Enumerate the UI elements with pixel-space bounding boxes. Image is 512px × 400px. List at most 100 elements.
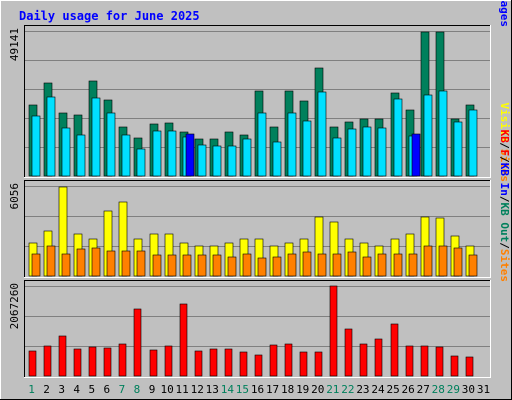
bar-sites-day-14 bbox=[227, 256, 237, 277]
bar-kb-f-day-8 bbox=[133, 308, 142, 377]
bar-files-day-1 bbox=[31, 115, 41, 177]
x-tick-label-day-27: 27 bbox=[417, 383, 430, 396]
bar-sites-day-1 bbox=[31, 253, 41, 277]
x-tick-label-day-17: 17 bbox=[266, 383, 279, 396]
bar-kb-f-day-1 bbox=[28, 350, 37, 377]
y-max-label-kbytes: 2067260 bbox=[8, 283, 21, 329]
bar-sites-day-25 bbox=[393, 253, 403, 277]
bar-kb-f-day-30 bbox=[465, 356, 474, 377]
bar-sites-day-7 bbox=[121, 250, 131, 277]
bar-files-day-4 bbox=[76, 134, 86, 177]
bar-kb-f-day-11 bbox=[179, 303, 188, 377]
bar-sites-day-9 bbox=[152, 254, 162, 277]
x-tick-label-day-10: 10 bbox=[160, 383, 173, 396]
bar-files-day-24 bbox=[377, 127, 387, 177]
bar-kb-f-day-5 bbox=[88, 346, 97, 377]
x-tick-label-day-8: 8 bbox=[134, 383, 141, 396]
bar-files-day-22 bbox=[347, 128, 357, 177]
x-tick-label-day-11: 11 bbox=[176, 383, 189, 396]
bar-sites-day-19 bbox=[302, 251, 312, 277]
x-tick-label-day-9: 9 bbox=[149, 383, 156, 396]
bar-sites-day-18 bbox=[287, 253, 297, 277]
bar-sites-day-28 bbox=[438, 245, 448, 277]
bar-files-day-27 bbox=[423, 94, 433, 177]
bar-files-day-20 bbox=[317, 91, 327, 177]
chart-panels: 49141Hits/Files/Pages6056Visits/Sites206… bbox=[8, 0, 511, 378]
bar-files-day-12 bbox=[197, 144, 207, 177]
bar-kb-f-day-22 bbox=[344, 328, 353, 377]
bar-sites-day-22 bbox=[347, 251, 357, 277]
bar-files-day-29 bbox=[453, 121, 463, 177]
bar-files-day-25 bbox=[393, 98, 403, 177]
x-tick-label-day-24: 24 bbox=[371, 383, 385, 396]
x-tick-label-day-2: 2 bbox=[43, 383, 50, 396]
legend-part: Visits bbox=[498, 103, 511, 143]
x-tick-label-day-3: 3 bbox=[58, 383, 65, 396]
bar-kb-f-day-9 bbox=[149, 349, 158, 377]
bar-sites-day-4 bbox=[76, 248, 86, 277]
bar-sites-day-24 bbox=[377, 253, 387, 277]
bar-kb-f-day-10 bbox=[164, 345, 173, 377]
bar-kb-f-day-12 bbox=[194, 350, 203, 377]
bar-kb-f-day-18 bbox=[284, 343, 293, 377]
bar-files-day-23 bbox=[362, 126, 372, 177]
x-tick-label-day-14: 14 bbox=[221, 383, 235, 396]
chart-title: Daily usage for June 2025 bbox=[19, 9, 200, 23]
bar-kb-f-day-16 bbox=[254, 354, 263, 377]
bar-files-day-14 bbox=[227, 145, 237, 177]
x-tick-label-day-4: 4 bbox=[73, 383, 80, 396]
bar-sites-day-8 bbox=[136, 250, 146, 277]
bar-files-day-13 bbox=[212, 145, 222, 177]
bar-sites-day-5 bbox=[91, 247, 101, 277]
x-tick-label-day-28: 28 bbox=[432, 383, 445, 396]
bar-kb-f-day-14 bbox=[224, 348, 233, 377]
legend-part: / bbox=[498, 196, 511, 203]
legend-part: KB Out bbox=[498, 203, 511, 243]
legend-part: / bbox=[498, 142, 511, 149]
bar-sites-day-30 bbox=[468, 254, 478, 277]
x-tick-label-day-16: 16 bbox=[251, 383, 264, 396]
legend-part: / bbox=[498, 156, 511, 163]
legend-part: Sites bbox=[498, 149, 511, 182]
x-tick-label-day-31: 31 bbox=[477, 383, 490, 396]
x-tick-label-day-23: 23 bbox=[356, 383, 369, 396]
bar-sites-day-23 bbox=[362, 256, 372, 277]
bar-files-day-2 bbox=[46, 96, 56, 177]
bar-sites-day-2 bbox=[46, 245, 56, 277]
bar-files-day-21 bbox=[332, 137, 342, 177]
x-tick-label-day-5: 5 bbox=[88, 383, 95, 396]
x-tick-label-day-1: 1 bbox=[28, 383, 35, 396]
bar-kb-f-day-23 bbox=[359, 343, 368, 377]
legend-part: / bbox=[498, 242, 511, 249]
bar-kb-f-day-27 bbox=[420, 345, 429, 377]
bar-files-day-30 bbox=[468, 109, 478, 177]
bar-sites-day-10 bbox=[167, 254, 177, 277]
bar-files-day-5 bbox=[91, 97, 101, 177]
x-tick-label-day-20: 20 bbox=[311, 383, 324, 396]
bar-files-day-10 bbox=[167, 130, 177, 177]
bar-files-day-7 bbox=[121, 134, 131, 177]
x-tick-label-day-30: 30 bbox=[462, 383, 475, 396]
x-tick-label-day-15: 15 bbox=[236, 383, 249, 396]
bar-sites-day-6 bbox=[106, 250, 116, 277]
x-tick-label-day-29: 29 bbox=[447, 383, 460, 396]
legend-part: Pages bbox=[498, 0, 511, 27]
bar-kb-f-day-28 bbox=[435, 346, 444, 377]
x-tick-label-day-13: 13 bbox=[206, 383, 219, 396]
bar-files-day-3 bbox=[61, 127, 71, 177]
x-tick-label-day-21: 21 bbox=[326, 383, 339, 396]
bar-kb-f-day-13 bbox=[209, 348, 218, 377]
bar-pages-day-11 bbox=[185, 133, 195, 177]
bar-files-day-18 bbox=[287, 112, 297, 177]
bar-kb-f-day-21 bbox=[329, 285, 338, 377]
x-tick-label-day-12: 12 bbox=[191, 383, 204, 396]
bar-kb-f-day-15 bbox=[239, 351, 248, 377]
x-tick-label-day-22: 22 bbox=[341, 383, 354, 396]
bar-sites-day-20 bbox=[317, 253, 327, 277]
bar-kb-f-day-4 bbox=[73, 348, 82, 377]
bar-files-day-28 bbox=[438, 90, 448, 177]
x-tick-label-day-7: 7 bbox=[119, 383, 126, 396]
bar-files-day-16 bbox=[257, 112, 267, 177]
